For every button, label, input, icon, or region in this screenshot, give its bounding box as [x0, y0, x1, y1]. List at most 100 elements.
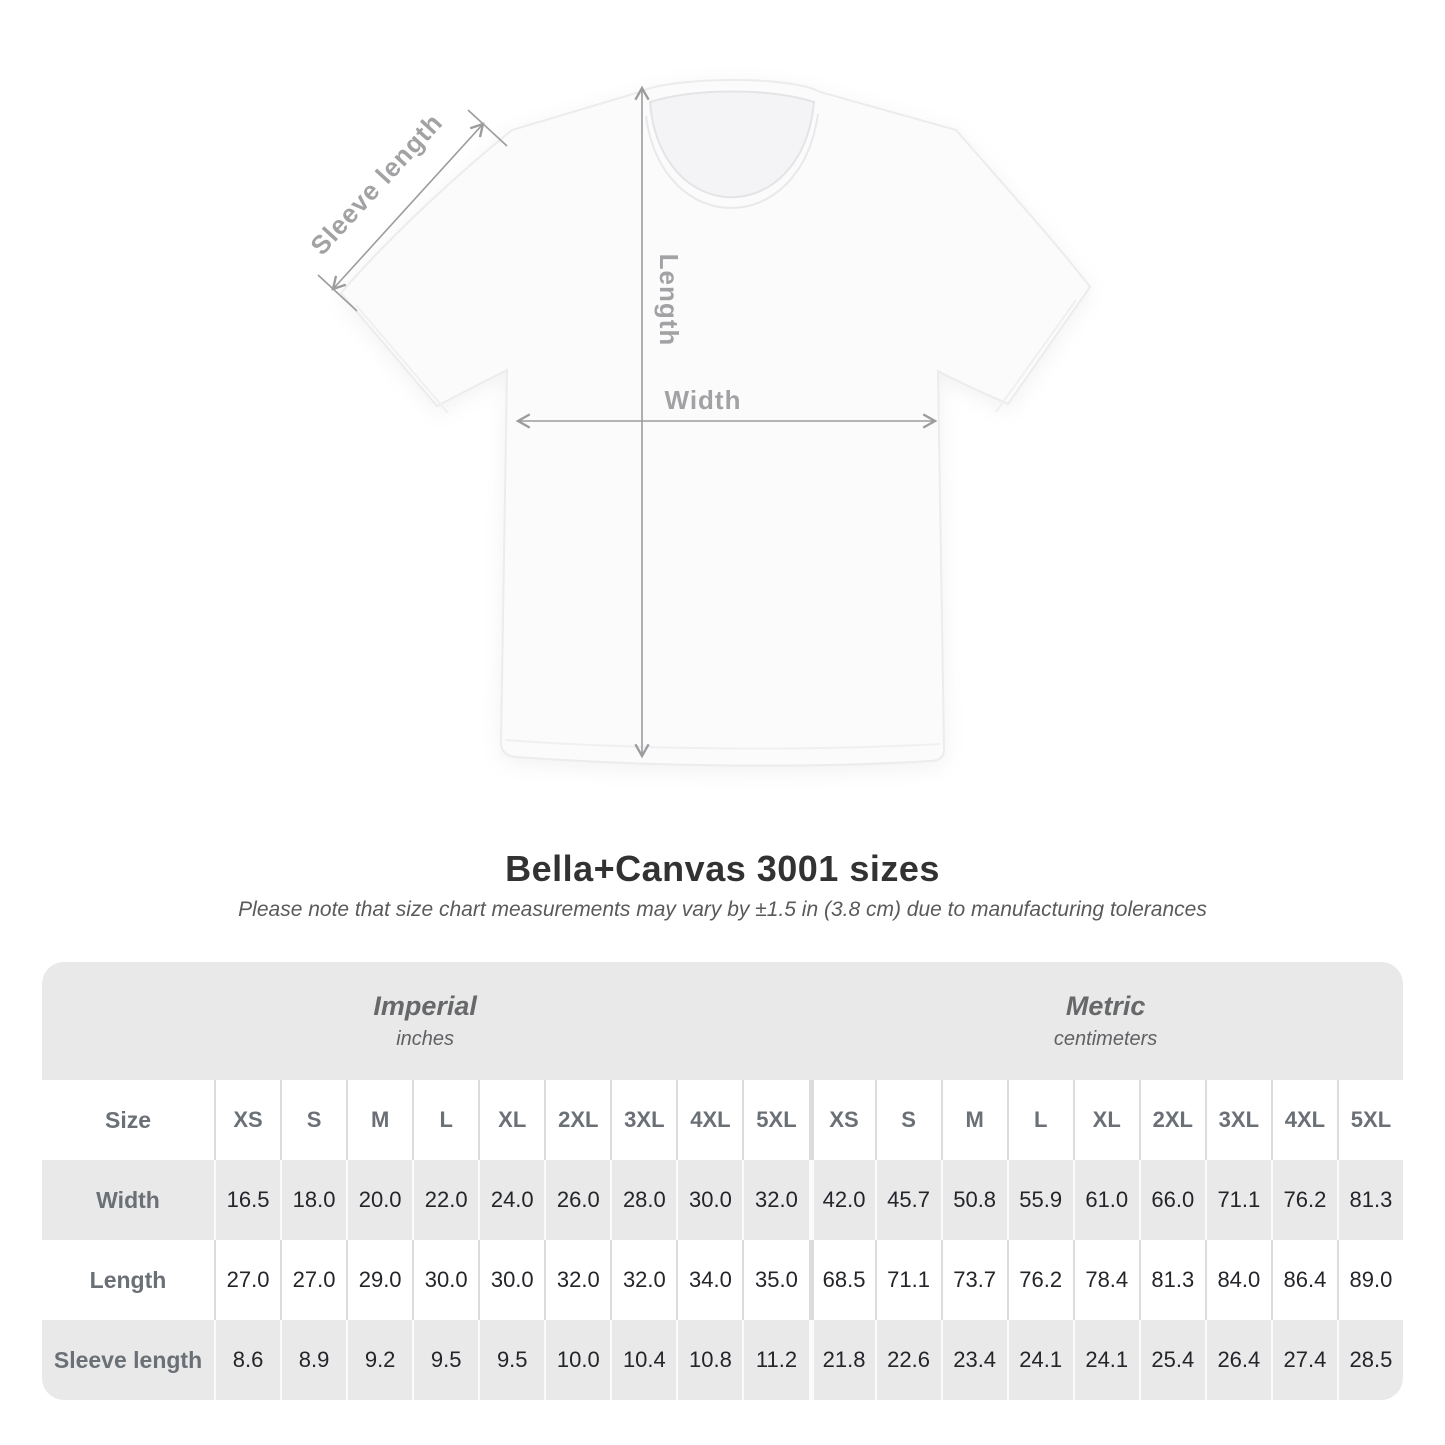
size-col-header: M	[346, 1080, 412, 1160]
imperial-unit: inches	[396, 1028, 455, 1050]
sleeve-length-tick-bottom	[317, 274, 358, 312]
unit-header-row: Imperial inches Metric centimeters	[42, 962, 1403, 1080]
table-cell: 32.0	[544, 1240, 610, 1320]
table-cell: 84.0	[1204, 1240, 1271, 1320]
tshirt-left-cuff-stitch	[355, 304, 449, 414]
table-cell: 32.0	[610, 1240, 676, 1320]
table-cell: 89.0	[1336, 1240, 1403, 1320]
table-cell: 10.4	[610, 1320, 676, 1400]
tshirt-collar-band	[645, 113, 819, 209]
table-cell: 9.5	[412, 1320, 478, 1400]
size-header: Size	[104, 1106, 152, 1133]
table-cell: 30.0	[412, 1240, 478, 1320]
size-col-header: XS	[808, 1080, 875, 1160]
imperial-group-header: Imperial inches	[42, 991, 808, 1051]
table-cell: 76.2	[1270, 1160, 1337, 1240]
size-col-header: S	[280, 1080, 346, 1160]
table-cell: 20.0	[346, 1160, 412, 1240]
table-cell: 10.8	[676, 1320, 742, 1400]
table-cell: 24.1	[1072, 1320, 1139, 1400]
size-col-header: 5XL	[742, 1080, 808, 1160]
sleeve-length-measurement	[317, 109, 508, 312]
table-cell: 26.0	[544, 1160, 610, 1240]
size-col-header: XL	[1072, 1080, 1139, 1160]
tshirt-right-cuff-stitch	[995, 299, 1077, 413]
table-cell: 71.1	[874, 1240, 941, 1320]
table-cell: 81.3	[1138, 1240, 1205, 1320]
size-header-row: Size XS S M L XL 2XL 3XL 4XL 5XL XS S M …	[42, 1080, 1403, 1160]
table-cell: 34.0	[676, 1240, 742, 1320]
table-cell: 24.0	[478, 1160, 544, 1240]
table-cell: 66.0	[1138, 1160, 1205, 1240]
tolerance-note: Please note that size chart measurements…	[238, 898, 1207, 921]
row-label-length: Length	[89, 1266, 167, 1293]
size-col-header: L	[412, 1080, 478, 1160]
table-cell: 68.5	[808, 1240, 875, 1320]
width-label: Width	[665, 385, 742, 415]
table-cell: 29.0	[346, 1240, 412, 1320]
table-cell: 26.4	[1204, 1320, 1271, 1400]
table-cell: 45.7	[874, 1160, 941, 1240]
width-row: Width 16.5 18.0 20.0 22.0 24.0 26.0 28.0…	[42, 1160, 1403, 1240]
table-cell: 8.9	[280, 1320, 346, 1400]
size-col-header: M	[940, 1080, 1007, 1160]
table-cell: 27.0	[214, 1240, 280, 1320]
metric-unit: centimeters	[1053, 1028, 1158, 1050]
sleeve-length-row: Sleeve length 8.6 8.9 9.2 9.5 9.5 10.0 1…	[42, 1320, 1403, 1400]
size-col-header: S	[874, 1080, 941, 1160]
sleeve-length-arrow	[331, 122, 485, 291]
size-col-header: 4XL	[676, 1080, 742, 1160]
size-col-header: 2XL	[1138, 1080, 1205, 1160]
size-col-header: 3XL	[1204, 1080, 1271, 1160]
imperial-label: Imperial	[373, 991, 477, 1021]
table-cell: 22.6	[874, 1320, 941, 1400]
size-col-header: XL	[478, 1080, 544, 1160]
table-cell: 30.0	[676, 1160, 742, 1240]
page-title: Bella+Canvas 3001 sizes	[505, 848, 940, 889]
table-cell: 16.5	[214, 1160, 280, 1240]
table-cell: 25.4	[1138, 1320, 1205, 1400]
table-cell: 18.0	[280, 1160, 346, 1240]
table-cell: 30.0	[478, 1240, 544, 1320]
metric-label: Metric	[1065, 991, 1146, 1021]
table-cell: 10.0	[544, 1320, 610, 1400]
table-cell: 55.9	[1006, 1160, 1073, 1240]
size-col-header: 5XL	[1336, 1080, 1403, 1160]
tshirt-collar-opening	[648, 90, 816, 199]
table-cell: 28.0	[610, 1160, 676, 1240]
table-cell: 8.6	[214, 1320, 280, 1400]
table-cell: 9.5	[478, 1320, 544, 1400]
row-label-sleeve-length: Sleeve length	[53, 1346, 203, 1373]
tshirt-image	[339, 79, 1092, 767]
table-cell: 22.0	[412, 1160, 478, 1240]
table-cell: 11.2	[742, 1320, 808, 1400]
table-cell: 61.0	[1072, 1160, 1139, 1240]
table-cell: 42.0	[808, 1160, 875, 1240]
table-cell: 27.0	[280, 1240, 346, 1320]
tshirt-measurement-diagram: Length Width Sleeve length	[304, 79, 1092, 767]
table-cell: 78.4	[1072, 1240, 1139, 1320]
row-label-width: Width	[96, 1186, 160, 1213]
size-col-header: 4XL	[1270, 1080, 1337, 1160]
sleeve-length-tick-top	[467, 109, 508, 147]
length-row: Length 27.0 27.0 29.0 30.0 30.0 32.0 32.…	[42, 1240, 1403, 1320]
table-cell: 27.4	[1270, 1320, 1337, 1400]
table-cell: 23.4	[940, 1320, 1007, 1400]
table-cell: 28.5	[1336, 1320, 1403, 1400]
table-cell: 81.3	[1336, 1160, 1403, 1240]
table-cell: 71.1	[1204, 1160, 1271, 1240]
length-label: Length	[654, 254, 684, 347]
size-col-header: L	[1006, 1080, 1073, 1160]
table-cell: 86.4	[1270, 1240, 1337, 1320]
table-cell: 32.0	[742, 1160, 808, 1240]
table-cell: 24.1	[1006, 1320, 1073, 1400]
size-table: Imperial inches Metric centimeters Size …	[42, 962, 1403, 1400]
tshirt-hem-stitch	[504, 739, 941, 750]
size-col-header: 3XL	[610, 1080, 676, 1160]
table-cell: 35.0	[742, 1240, 808, 1320]
size-col-header: 2XL	[544, 1080, 610, 1160]
size-col-header: XS	[214, 1080, 280, 1160]
table-cell: 73.7	[940, 1240, 1007, 1320]
table-cell: 21.8	[808, 1320, 875, 1400]
table-cell: 50.8	[940, 1160, 1007, 1240]
